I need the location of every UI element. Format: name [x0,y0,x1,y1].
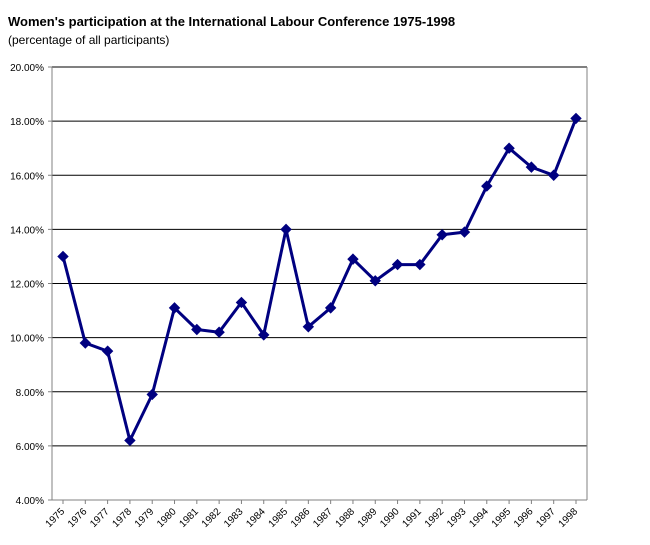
x-tick-labels: 1975197619771978197919801981198219831984… [44,506,581,530]
x-tick-label: 1978 [111,506,135,530]
x-tick-label: 1990 [378,506,402,530]
y-tick-label: 16.00% [10,171,44,182]
data-point-marker [191,323,203,336]
y-tick-label: 8.00% [16,388,44,399]
data-point-marker [124,434,136,447]
data-point-marker [570,112,582,125]
x-tick-label: 1983 [222,506,246,530]
data-point-marker [458,226,471,238]
data-point-marker [481,180,493,192]
x-tick-label: 1993 [445,506,469,530]
y-tick-label: 20.00% [10,63,44,74]
x-tick-label: 1986 [289,506,313,530]
data-point-marker [369,275,381,287]
x-tick-label: 1988 [334,506,358,530]
x-tick-label: 1980 [155,506,179,530]
x-tick-label: 1981 [177,506,201,530]
y-tick-label: 12.00% [10,280,44,291]
y-tick-label: 4.00% [16,496,44,507]
y-tick-label: 14.00% [10,225,44,236]
x-tick-label: 1996 [512,506,536,530]
data-point-marker [146,388,158,401]
y-tick-label: 10.00% [10,334,44,345]
series-markers [57,112,582,447]
data-point-marker [414,258,426,271]
x-tick-label: 1989 [356,506,380,530]
data-point-marker [101,345,114,357]
x-tick-label: 1979 [133,506,157,530]
x-tick-label: 1975 [44,506,68,530]
x-tick-label: 1977 [88,506,112,530]
data-point-marker [503,142,515,154]
data-point-marker [79,337,92,349]
data-point-marker [347,253,359,265]
x-tick-label: 1995 [490,506,514,530]
chart-subtitle: (percentage of all participants) [8,33,170,47]
data-point-marker [391,258,404,271]
x-tick-label: 1992 [423,506,447,530]
data-point-marker [280,223,292,236]
grid-lines [52,66,587,447]
x-tick-label: 1982 [200,506,224,530]
x-tick-label: 1997 [534,506,558,530]
y-tick-labels: 4.00% 6.00% 8.00% 10.00% 12.00% 14.00% 16.00% 1… [10,63,44,507]
x-tick-label: 1984 [244,506,268,530]
chart-axes [48,66,588,504]
data-point-marker [213,326,225,338]
chart-title: Women's participation at the Internation… [8,14,456,29]
y-tick-label: 18.00% [10,117,44,128]
series-line-group [61,117,578,442]
data-point-marker [235,296,248,309]
data-point-marker [302,321,315,333]
x-tick-label: 1987 [311,506,335,530]
x-tick-label: 1985 [267,506,291,530]
data-point-marker [525,161,538,173]
x-tick-label: 1976 [66,506,90,530]
data-point-marker [547,169,560,181]
data-point-marker [57,250,69,263]
series-line [61,117,578,442]
x-tick-label: 1991 [400,506,424,530]
data-point-marker [168,302,181,314]
x-tick-label: 1994 [467,506,491,530]
data-point-marker [436,229,448,241]
data-point-marker [258,329,270,341]
y-tick-label: 6.00% [16,442,44,453]
x-tick-label: 1998 [557,506,581,530]
data-point-marker [324,302,337,314]
